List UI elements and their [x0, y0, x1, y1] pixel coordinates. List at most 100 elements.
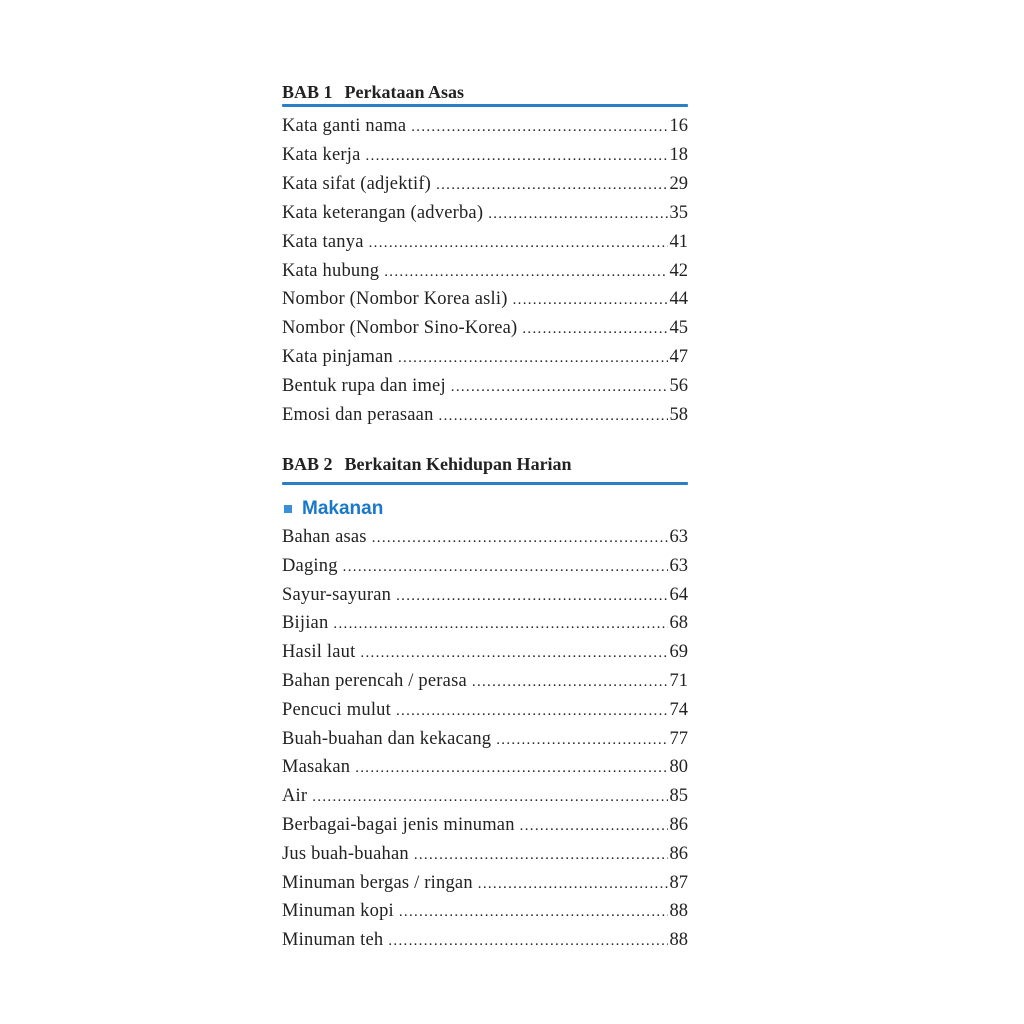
entry-label: Hasil laut [282, 642, 356, 663]
entry-label: Nombor (Nombor Sino-Korea) [282, 318, 518, 339]
entry-label: Bentuk rupa dan imej [282, 376, 446, 397]
entry-label: Bijian [282, 613, 329, 634]
dot-leader: ........................................… [384, 263, 668, 280]
toc-entry[interactable]: Kata pinjaman...........................… [282, 345, 688, 369]
dot-leader: ........................................… [512, 292, 668, 309]
dot-leader: ........................................… [413, 846, 668, 863]
toc-entry[interactable]: Minuman kopi............................… [282, 899, 688, 923]
dot-leader: ........................................… [398, 904, 668, 921]
entry-page-number: 16 [669, 116, 689, 136]
entry-page-number: 41 [669, 231, 689, 252]
dot-leader: ........................................… [496, 731, 668, 748]
entry-page-number: 58 [669, 405, 689, 425]
toc-entry[interactable]: Berbagai-bagai jenis minuman............… [282, 813, 688, 837]
toc-entry[interactable]: Sayur-sayuran...........................… [282, 583, 688, 607]
dot-leader: ........................................… [488, 205, 667, 222]
toc-entry[interactable]: Nombor (Nombor Korea asli)..............… [282, 287, 688, 311]
toc-entry[interactable]: Bahan perencah / perasa.................… [282, 669, 688, 693]
dot-leader: ........................................… [388, 933, 668, 950]
dot-leader: ........................................… [333, 616, 667, 633]
toc-entry[interactable]: Pencuci mulut...........................… [282, 698, 688, 722]
entry-page-number: 71 [669, 671, 689, 691]
entry-label: Masakan [282, 757, 351, 778]
entry-page-number: 29 [669, 173, 689, 194]
dot-leader: ........................................… [519, 818, 668, 834]
entry-label: Pencuci mulut [282, 699, 391, 720]
entry-label: Minuman teh [282, 930, 384, 951]
dot-leader: ........................................… [368, 234, 668, 251]
toc-entry[interactable]: Minuman teh.............................… [282, 928, 688, 952]
square-bullet-icon [284, 505, 292, 513]
chapter-title: Perkataan Asas [344, 82, 465, 102]
dot-leader: ........................................… [312, 789, 667, 806]
entry-label: Kata pinjaman [282, 347, 393, 368]
section-title: Makanan [302, 498, 384, 519]
entry-label: Kata sifat (adjektif) [282, 173, 432, 194]
entry-label: Sayur-sayuran [282, 584, 392, 605]
dot-leader: ........................................… [355, 760, 667, 777]
chapter-number: BAB 1 [282, 82, 333, 102]
toc-entry[interactable]: Kata sifat (adjektif)...................… [282, 172, 688, 196]
entry-page-number: 42 [669, 260, 689, 281]
entry-label: Kata kerja [282, 144, 361, 165]
entry-page-number: 35 [669, 202, 689, 223]
entry-page-number: 45 [669, 318, 689, 339]
toc-entry[interactable]: Minuman bergas / ringan.................… [282, 871, 688, 895]
section-heading: Makanan [284, 498, 383, 520]
toc-entry[interactable]: Masakan.................................… [282, 755, 688, 779]
toc-entry[interactable]: Kata tanya..............................… [282, 230, 688, 254]
toc-entry[interactable]: Kata keterangan (adverba)...............… [282, 201, 688, 225]
dot-leader: ........................................… [438, 408, 668, 424]
toc-entry[interactable]: Buah-buahan dan kekacang................… [282, 727, 688, 751]
toc-entry[interactable]: Air.....................................… [282, 784, 688, 808]
dot-leader: ........................................… [450, 379, 668, 396]
entry-label: Emosi dan perasaan [282, 405, 434, 425]
dot-leader: ........................................… [436, 176, 667, 193]
toc-entry[interactable]: Bijian..................................… [282, 611, 688, 635]
entry-page-number: 44 [669, 289, 689, 310]
toc-entry[interactable]: Bahan asas..............................… [282, 525, 688, 549]
entry-label: Nombor (Nombor Korea asli) [282, 289, 508, 310]
toc-entry[interactable]: Kata kerja..............................… [282, 143, 688, 167]
dot-leader: ........................................… [371, 530, 668, 546]
entry-label: Buah-buahan dan kekacang [282, 728, 492, 749]
dot-leader: ........................................… [398, 350, 668, 367]
entry-page-number: 86 [669, 843, 689, 864]
chapter-2-heading: BAB 2 Berkaitan Kehidupan Harian [282, 454, 688, 475]
entry-page-number: 69 [669, 642, 689, 663]
dot-leader: ........................................… [411, 119, 667, 135]
toc-entry[interactable]: Nombor (Nombor Sino-Korea)..............… [282, 316, 688, 340]
entry-page-number: 88 [669, 901, 689, 922]
dot-leader: ........................................… [342, 558, 668, 575]
dot-leader: ........................................… [360, 645, 667, 662]
table-of-contents: BAB 1 Perkataan Asas Kata ganti nama.....… [282, 0, 688, 1024]
toc-entry[interactable]: Jus buah-buahan.........................… [282, 842, 688, 866]
chapter-number: BAB 2 [282, 454, 333, 474]
chapter-1-heading: BAB 1 Perkataan Asas [282, 82, 688, 103]
toc-entry[interactable]: Hasil laut..............................… [282, 640, 688, 664]
chapter-title: Berkaitan Kehidupan Harian [344, 454, 572, 474]
entry-label: Minuman bergas / ringan [282, 872, 473, 893]
toc-entry[interactable]: Emosi dan perasaan......................… [282, 403, 688, 427]
entry-page-number: 18 [669, 144, 689, 165]
entry-label: Bahan asas [282, 527, 367, 547]
toc-entry[interactable]: Kata ganti nama.........................… [282, 114, 688, 138]
dot-leader: ........................................… [365, 147, 668, 164]
entry-page-number: 74 [669, 699, 689, 720]
entry-label: Kata tanya [282, 231, 364, 252]
entry-page-number: 64 [669, 584, 689, 605]
entry-label: Air [282, 786, 308, 807]
toc-entry[interactable]: Daging..................................… [282, 554, 688, 578]
dot-leader: ........................................… [396, 587, 667, 604]
entry-page-number: 85 [669, 786, 689, 807]
entry-label: Kata hubung [282, 260, 380, 281]
entry-label: Daging [282, 555, 338, 576]
dot-leader: ........................................… [477, 875, 668, 892]
toc-entry[interactable]: Kata hubung.............................… [282, 259, 688, 283]
toc-entry[interactable]: Bentuk rupa dan imej....................… [282, 374, 688, 398]
entry-page-number: 68 [669, 613, 689, 634]
entry-page-number: 77 [669, 728, 689, 749]
entry-page-number: 63 [669, 527, 689, 547]
entry-label: Kata ganti nama [282, 116, 407, 136]
entry-label: Bahan perencah / perasa [282, 671, 467, 691]
